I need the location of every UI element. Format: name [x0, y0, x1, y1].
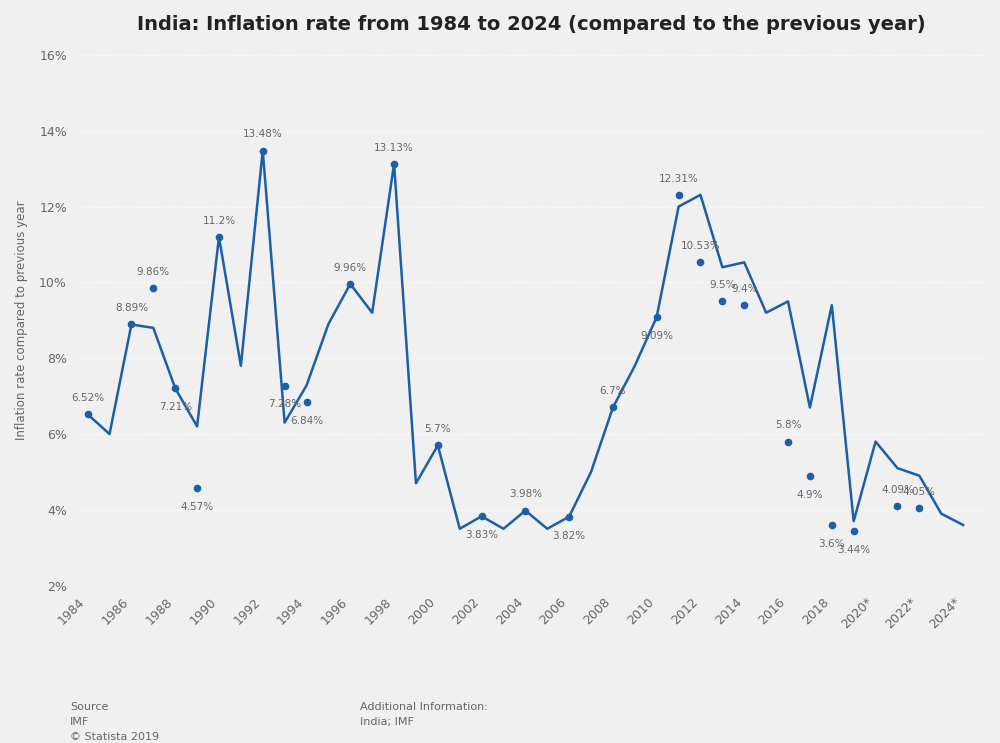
- Text: 5.7%: 5.7%: [425, 424, 451, 434]
- Text: 3.82%: 3.82%: [553, 531, 586, 541]
- Text: 7.28%: 7.28%: [268, 400, 301, 409]
- Text: 4.57%: 4.57%: [181, 502, 214, 512]
- Text: 3.6%: 3.6%: [819, 539, 845, 549]
- Text: 10.53%: 10.53%: [681, 241, 720, 251]
- Text: Source
IMF
© Statista 2019: Source IMF © Statista 2019: [70, 702, 159, 742]
- Text: 4.9%: 4.9%: [797, 490, 823, 499]
- Text: 3.83%: 3.83%: [465, 531, 498, 540]
- Text: 13.13%: 13.13%: [374, 143, 414, 152]
- Text: 13.48%: 13.48%: [243, 129, 283, 140]
- Text: 7.21%: 7.21%: [159, 402, 192, 412]
- Text: 9.96%: 9.96%: [334, 263, 367, 273]
- Text: 5.8%: 5.8%: [775, 421, 801, 430]
- Text: 3.44%: 3.44%: [837, 545, 870, 555]
- Text: 3.98%: 3.98%: [509, 490, 542, 499]
- Text: Additional Information:
India; IMF: Additional Information: India; IMF: [360, 702, 488, 727]
- Text: 9.5%: 9.5%: [709, 280, 736, 291]
- Text: 9.4%: 9.4%: [731, 284, 757, 294]
- Title: India: Inflation rate from 1984 to 2024 (compared to the previous year): India: Inflation rate from 1984 to 2024 …: [137, 15, 925, 34]
- Text: 4.05%: 4.05%: [903, 487, 936, 497]
- Text: 11.2%: 11.2%: [202, 215, 236, 226]
- Text: 4.09%: 4.09%: [881, 485, 914, 496]
- Text: 8.89%: 8.89%: [115, 303, 148, 314]
- Text: 6.7%: 6.7%: [600, 386, 626, 396]
- Text: 6.52%: 6.52%: [71, 393, 104, 403]
- Y-axis label: Inflation rate compared to previous year: Inflation rate compared to previous year: [15, 201, 28, 440]
- Text: 9.86%: 9.86%: [137, 267, 170, 276]
- Text: 12.31%: 12.31%: [659, 174, 698, 184]
- Text: 6.84%: 6.84%: [290, 416, 323, 426]
- Text: 9.09%: 9.09%: [640, 331, 673, 341]
